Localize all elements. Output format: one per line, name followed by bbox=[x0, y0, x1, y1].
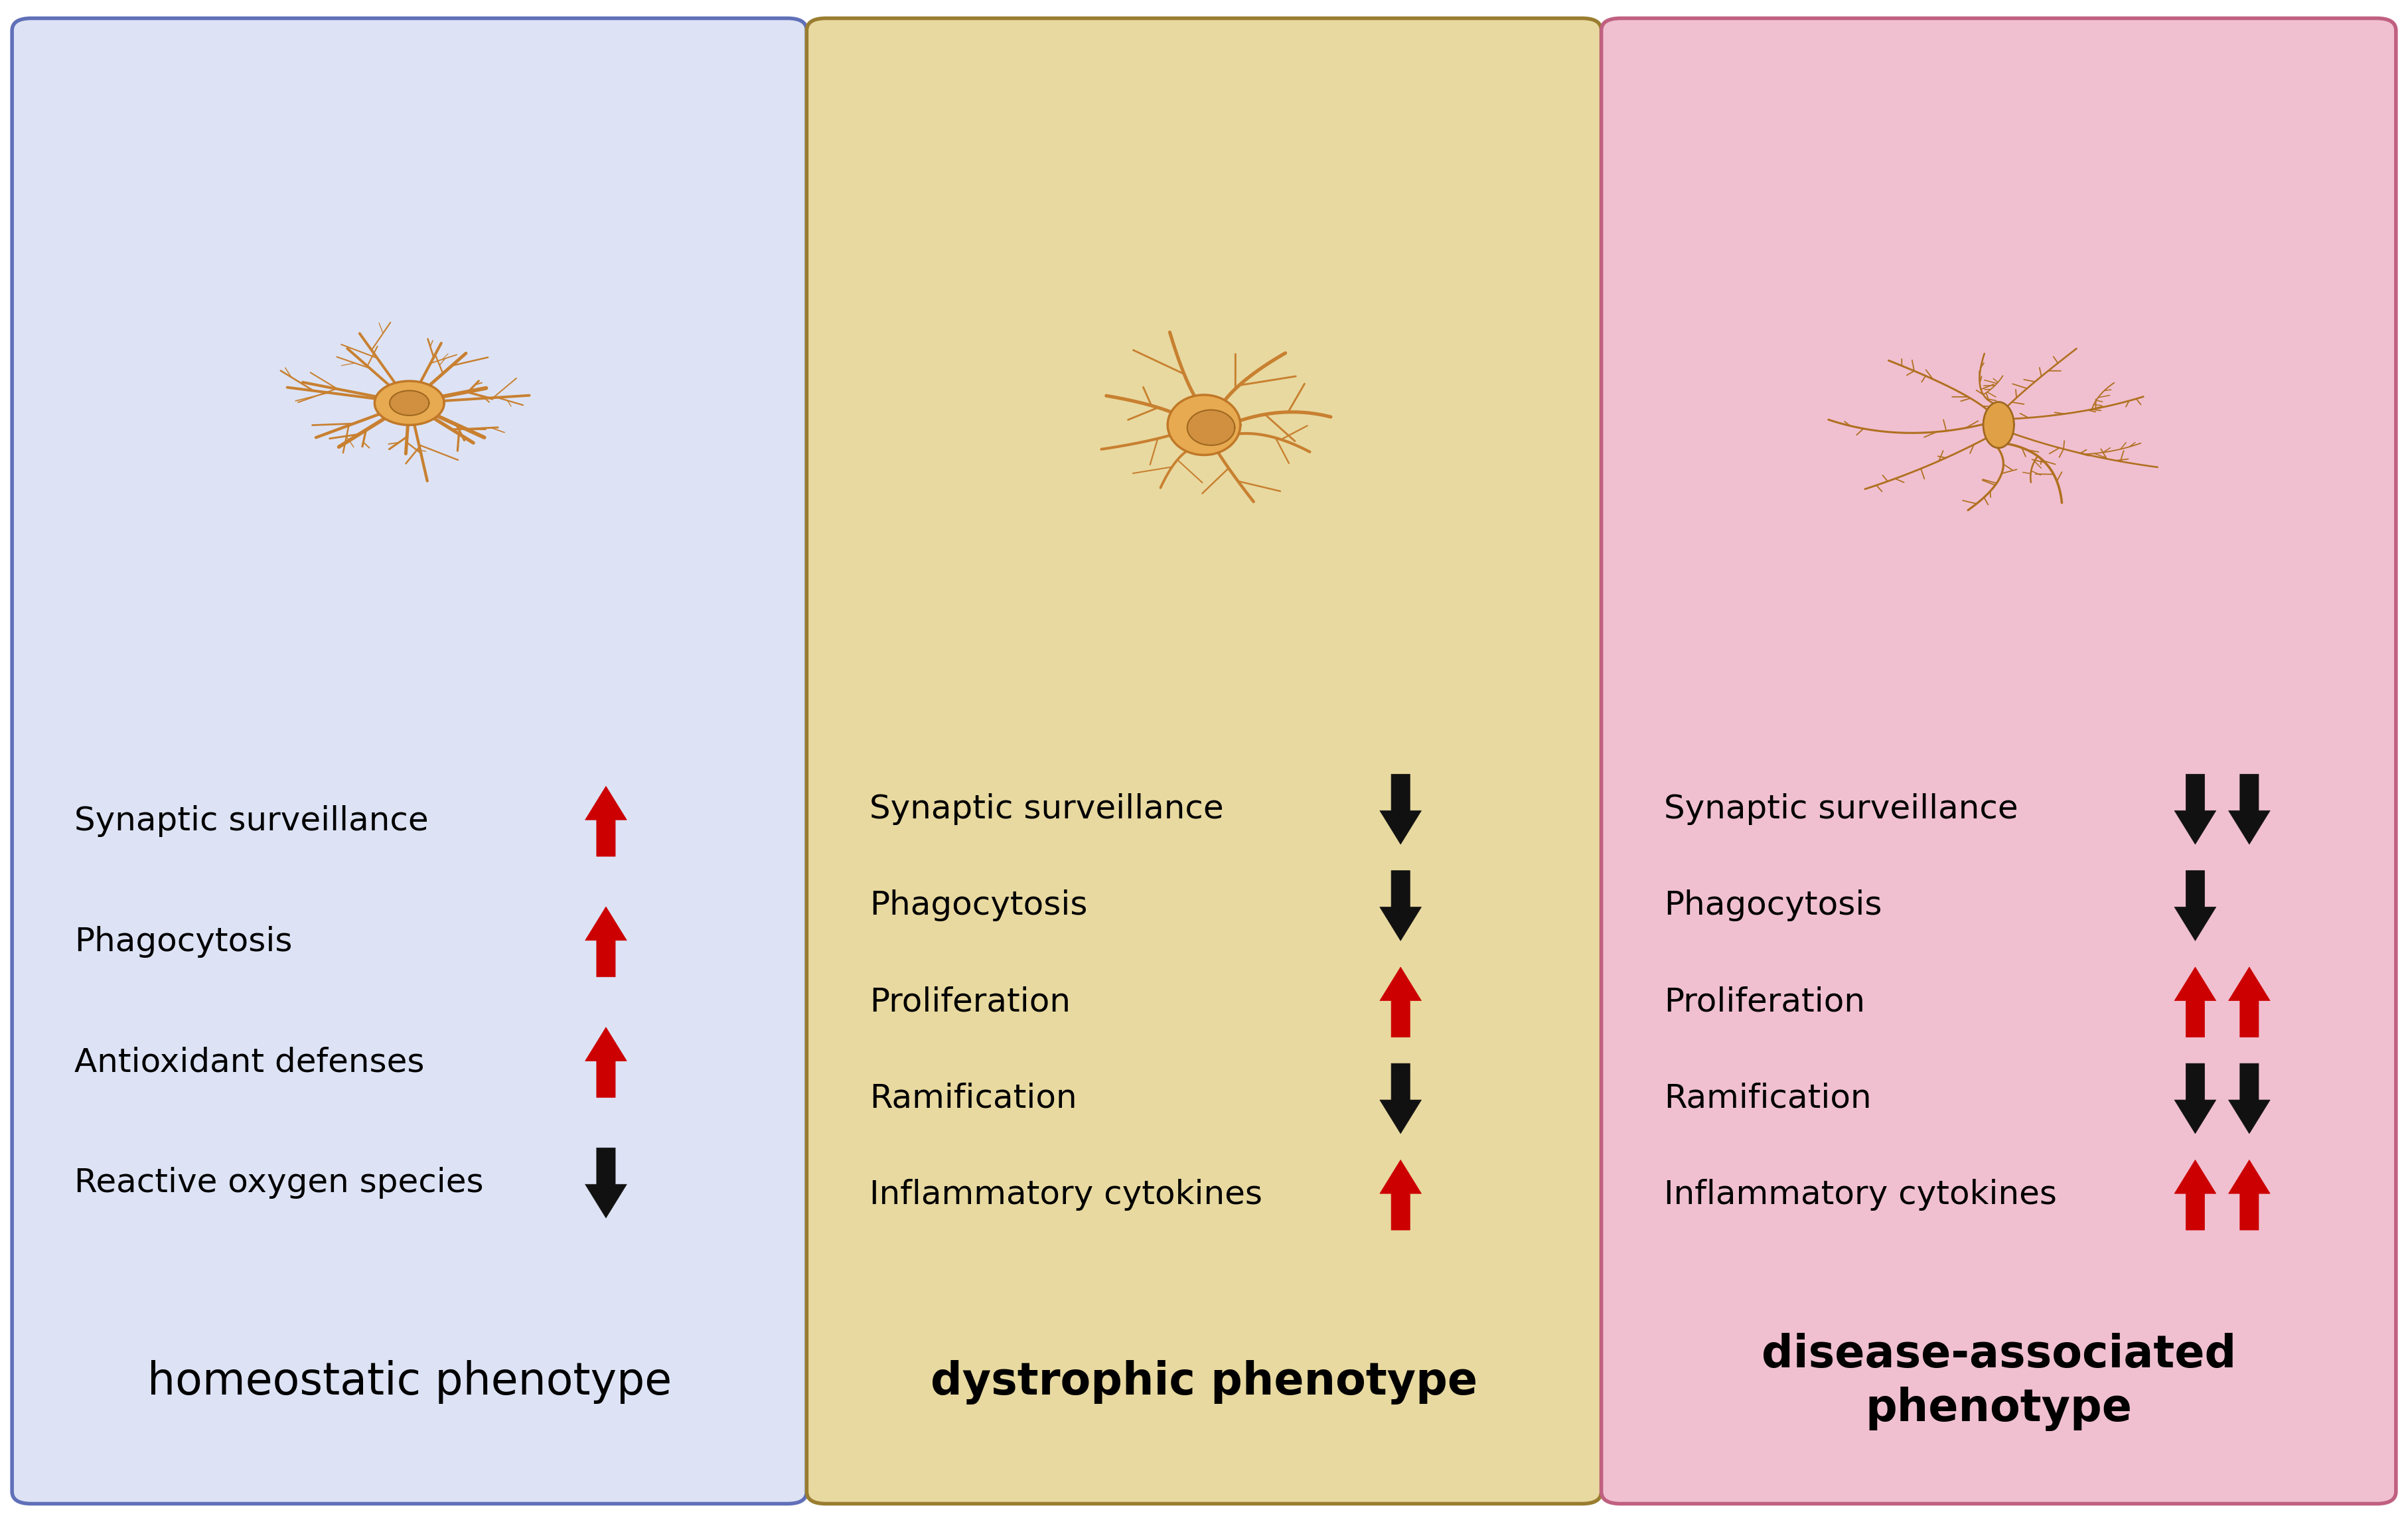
Polygon shape bbox=[585, 1148, 626, 1218]
Text: Phagocytosis: Phagocytosis bbox=[1664, 890, 1883, 922]
Polygon shape bbox=[390, 391, 429, 416]
Polygon shape bbox=[2227, 775, 2271, 845]
Text: Proliferation: Proliferation bbox=[869, 986, 1072, 1018]
Polygon shape bbox=[1984, 402, 2013, 447]
Polygon shape bbox=[1168, 394, 1240, 455]
Polygon shape bbox=[2174, 871, 2215, 941]
Polygon shape bbox=[2174, 775, 2215, 845]
Polygon shape bbox=[2227, 966, 2271, 1036]
Polygon shape bbox=[1380, 775, 1421, 845]
Text: Antioxidant defenses: Antioxidant defenses bbox=[75, 1047, 424, 1078]
Text: Phagocytosis: Phagocytosis bbox=[869, 890, 1088, 922]
Text: Synaptic surveillance: Synaptic surveillance bbox=[869, 793, 1223, 825]
Polygon shape bbox=[585, 787, 626, 857]
FancyBboxPatch shape bbox=[1601, 18, 2396, 1504]
Polygon shape bbox=[585, 907, 626, 977]
Polygon shape bbox=[2174, 966, 2215, 1036]
FancyBboxPatch shape bbox=[807, 18, 1601, 1504]
Polygon shape bbox=[376, 380, 443, 425]
Polygon shape bbox=[1380, 1160, 1421, 1230]
Polygon shape bbox=[1380, 966, 1421, 1036]
Text: Proliferation: Proliferation bbox=[1664, 986, 1866, 1018]
Polygon shape bbox=[1187, 409, 1235, 446]
Text: Synaptic surveillance: Synaptic surveillance bbox=[1664, 793, 2018, 825]
Text: Reactive oxygen species: Reactive oxygen species bbox=[75, 1167, 484, 1199]
Polygon shape bbox=[2174, 1064, 2215, 1134]
Text: Inflammatory cytokines: Inflammatory cytokines bbox=[1664, 1180, 2056, 1212]
Text: Phagocytosis: Phagocytosis bbox=[75, 925, 294, 957]
Text: dystrophic phenotype: dystrophic phenotype bbox=[929, 1359, 1479, 1405]
Text: Ramification: Ramification bbox=[869, 1082, 1076, 1114]
Polygon shape bbox=[1380, 871, 1421, 941]
Text: disease-associated
phenotype: disease-associated phenotype bbox=[1760, 1333, 2237, 1431]
Text: Ramification: Ramification bbox=[1664, 1082, 1871, 1114]
Text: Inflammatory cytokines: Inflammatory cytokines bbox=[869, 1180, 1262, 1212]
Text: homeostatic phenotype: homeostatic phenotype bbox=[147, 1361, 672, 1403]
Text: Synaptic surveillance: Synaptic surveillance bbox=[75, 805, 429, 837]
Polygon shape bbox=[2227, 1064, 2271, 1134]
Polygon shape bbox=[1380, 1064, 1421, 1134]
Polygon shape bbox=[2227, 1160, 2271, 1230]
Polygon shape bbox=[2174, 1160, 2215, 1230]
Polygon shape bbox=[585, 1027, 626, 1097]
FancyBboxPatch shape bbox=[12, 18, 807, 1504]
